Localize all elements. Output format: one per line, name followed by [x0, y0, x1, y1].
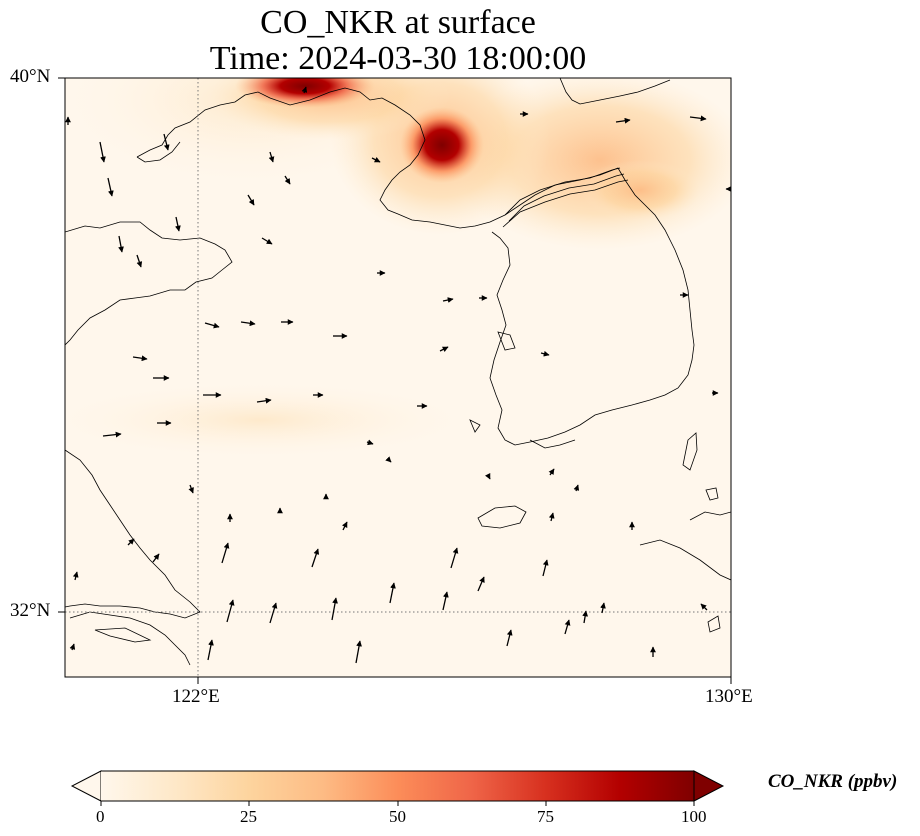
wind-vector-arrow [615, 117, 631, 124]
wind-vector-arrow [256, 397, 272, 404]
wind-vector-arrow [600, 602, 606, 614]
wind-vector-arrow [284, 175, 291, 185]
colorbar-tick-25: 25 [240, 807, 257, 826]
wind-vector-arrow [118, 235, 124, 253]
lat-label-32n: 32°N [10, 600, 51, 621]
lat-label-40n: 40°N [10, 66, 51, 87]
coastlines [65, 78, 731, 666]
wind-vectors [65, 86, 731, 664]
colorbar-extend-max [693, 770, 725, 802]
wind-vector-arrow [107, 177, 114, 197]
co-plume-center [400, 107, 484, 183]
wind-vector-arrow [371, 157, 381, 163]
wind-vector-arrow [548, 512, 555, 522]
wind-vector-arrow [240, 320, 256, 327]
co-plume-northwest [235, 78, 375, 108]
wind-vector-arrow [99, 141, 106, 163]
colorbar-tick-50: 50 [389, 807, 406, 826]
wind-vector-arrow [301, 86, 308, 94]
wind-vector-arrow [226, 599, 235, 623]
wind-vector-arrow [261, 237, 273, 245]
axis-ticks [58, 77, 732, 684]
wind-vector-arrow [582, 610, 589, 624]
wind-vector-arrow [269, 602, 278, 624]
colorbar-gradient [101, 771, 694, 801]
wind-vector-arrow [506, 629, 513, 647]
colorbar-label: CO_NKR (ppbv) [768, 771, 898, 792]
colorbar-tick-75: 75 [537, 807, 554, 826]
wind-vector-arrow [548, 468, 555, 476]
wind-vector-arrow [311, 548, 320, 568]
wind-vector-arrow [689, 115, 707, 122]
wind-vector-arrow [188, 484, 194, 494]
wind-vector-arrow [69, 643, 76, 651]
wind-vector-arrow [152, 553, 160, 563]
colorbar-extend-min [70, 770, 102, 802]
wind-vector-arrow [564, 619, 571, 635]
wind-vector-arrow [207, 639, 214, 661]
wind-vector-arrow [700, 603, 708, 611]
wind-vector-arrow [366, 439, 374, 446]
wind-vector-arrow [342, 521, 348, 531]
wind-vector-arrow [442, 591, 449, 611]
map-frame [64, 77, 732, 678]
colorbar-tick-0: 0 [96, 807, 105, 826]
gridlines [65, 78, 731, 677]
wind-vector-arrow [450, 547, 459, 569]
wind-vector-arrow [385, 456, 392, 463]
wind-vector-arrow [132, 355, 148, 362]
wind-vector-arrow [72, 571, 79, 581]
lon-label-130e: 130°E [705, 686, 753, 707]
wind-vector-arrow [540, 350, 550, 357]
concentration-field [65, 78, 731, 677]
wind-vector-arrow [439, 346, 449, 352]
wind-vector-arrow [331, 597, 338, 621]
wind-vector-arrow [477, 576, 485, 592]
wind-vector-arrow [221, 542, 230, 564]
wind-vector-arrow [355, 640, 362, 664]
wind-vector-arrow [102, 431, 122, 438]
wind-vector-arrow [542, 559, 549, 577]
wind-vector-arrow [442, 297, 454, 303]
wind-vector-arrow [573, 484, 580, 492]
map-subtitle-time: Time: 2024-03-30 18:00:00 [209, 40, 587, 77]
lon-label-122e: 122°E [172, 686, 220, 707]
wind-vector-arrow [163, 133, 170, 151]
wind-vector-arrow [127, 538, 135, 546]
wind-vector-arrow [268, 151, 275, 163]
colorbar [70, 770, 725, 806]
wind-vector-arrow [175, 216, 181, 232]
map-title: CO_NKR at surface [260, 4, 536, 41]
wind-vector-arrow [485, 472, 491, 480]
wind-vector-arrow [136, 254, 143, 268]
wind-vector-arrow [247, 194, 255, 206]
colorbar-tick-100: 100 [681, 807, 707, 826]
wind-vector-arrow [204, 322, 220, 329]
wind-vector-arrow [389, 582, 396, 604]
